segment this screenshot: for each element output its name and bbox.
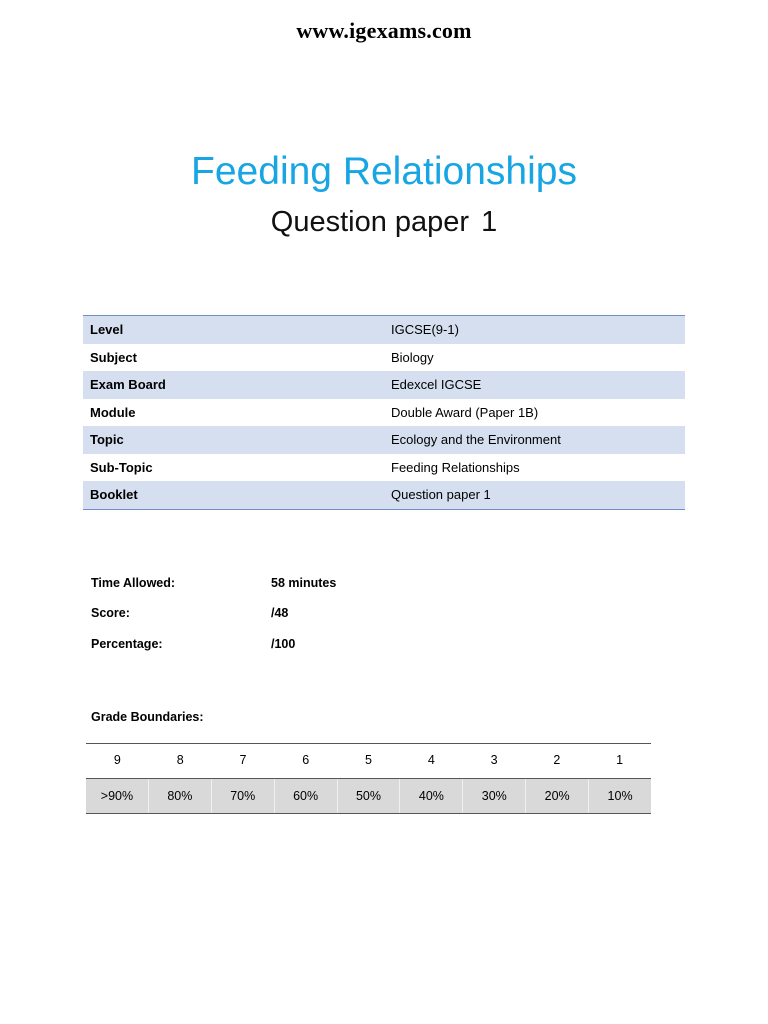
percentage-cell: 80% bbox=[149, 779, 212, 813]
grade-cell: 8 bbox=[176, 753, 184, 767]
info-value: Ecology and the Environment bbox=[384, 426, 685, 454]
info-value: IGCSE(9-1) bbox=[384, 315, 685, 344]
grade-cell: 6 bbox=[302, 753, 310, 767]
info-value: Biology bbox=[391, 349, 434, 365]
score-label: Score: bbox=[91, 606, 130, 620]
grade-cell: 4 bbox=[427, 753, 435, 767]
subtitle-number: 1 bbox=[481, 206, 498, 238]
grade-percentage-row: >90% 80% 70% 60% 50% 40% 30% 20% 10% bbox=[86, 779, 651, 814]
percentage-value: /100 bbox=[271, 637, 296, 651]
info-row-module: Module Double Award (Paper 1B) bbox=[83, 399, 685, 427]
info-key: Module bbox=[90, 404, 136, 420]
grade-cell: 1 bbox=[616, 753, 624, 767]
grade-cell: 3 bbox=[490, 753, 498, 767]
grade-cell: 9 bbox=[113, 753, 121, 767]
percentage-label: Percentage: bbox=[91, 637, 163, 651]
percentage-cell: 40% bbox=[400, 779, 464, 813]
grade-cell: 7 bbox=[239, 753, 247, 767]
info-row-exam-board: Exam Board Edexcel IGCSE bbox=[83, 371, 685, 399]
info-value: Double Award (Paper 1B) bbox=[391, 404, 539, 420]
percentage-cell: 60% bbox=[275, 779, 338, 813]
info-row-subject: Subject Biology bbox=[83, 344, 685, 372]
info-value: Question paper 1 bbox=[384, 481, 685, 509]
info-value: Feeding Relationships bbox=[391, 459, 520, 475]
info-row-level: Level IGCSE(9-1) bbox=[83, 315, 685, 344]
grade-boundaries-table: 9 8 7 6 5 4 3 2 1 >90% 80% 70% 60% 50% 4… bbox=[86, 743, 651, 814]
score-value: /48 bbox=[271, 606, 289, 620]
subtitle-text: Question paper bbox=[270, 206, 470, 238]
info-row-booklet: Booklet Question paper 1 bbox=[83, 481, 685, 509]
time-allowed-label: Time Allowed: bbox=[91, 576, 176, 590]
time-allowed-value: 58 minutes bbox=[271, 576, 337, 590]
info-key: Exam Board bbox=[83, 371, 384, 399]
page-title: Feeding Relationships bbox=[191, 150, 577, 193]
percentage-cell: 50% bbox=[338, 779, 401, 813]
percentage-cell: 70% bbox=[212, 779, 275, 813]
info-table: Level IGCSE(9-1) Subject Biology Exam Boar… bbox=[83, 315, 685, 510]
info-row-topic: Topic Ecology and the Environment bbox=[83, 426, 685, 454]
info-row-sub-topic: Sub-Topic Feeding Relationships bbox=[83, 454, 685, 482]
info-key: Booklet bbox=[83, 481, 384, 509]
grade-cell: 2 bbox=[553, 753, 561, 767]
info-key: Topic bbox=[83, 426, 384, 454]
site-url[interactable]: www.igexams.com bbox=[296, 18, 472, 43]
info-key: Level bbox=[83, 315, 384, 344]
grade-cell: 5 bbox=[365, 753, 372, 767]
percentage-cell: 20% bbox=[526, 779, 590, 813]
page-subtitle: Question paper 1 bbox=[0, 206, 768, 239]
grade-boundaries-label: Grade Boundaries: bbox=[91, 710, 204, 724]
info-key: Sub-Topic bbox=[90, 459, 153, 475]
info-value: Edexcel IGCSE bbox=[384, 371, 685, 399]
info-key: Subject bbox=[90, 349, 137, 365]
grade-header-row: 9 8 7 6 5 4 3 2 1 bbox=[86, 743, 651, 779]
percentage-cell: >90% bbox=[86, 779, 149, 813]
percentage-cell: 10% bbox=[607, 789, 633, 803]
percentage-cell: 30% bbox=[463, 779, 527, 813]
